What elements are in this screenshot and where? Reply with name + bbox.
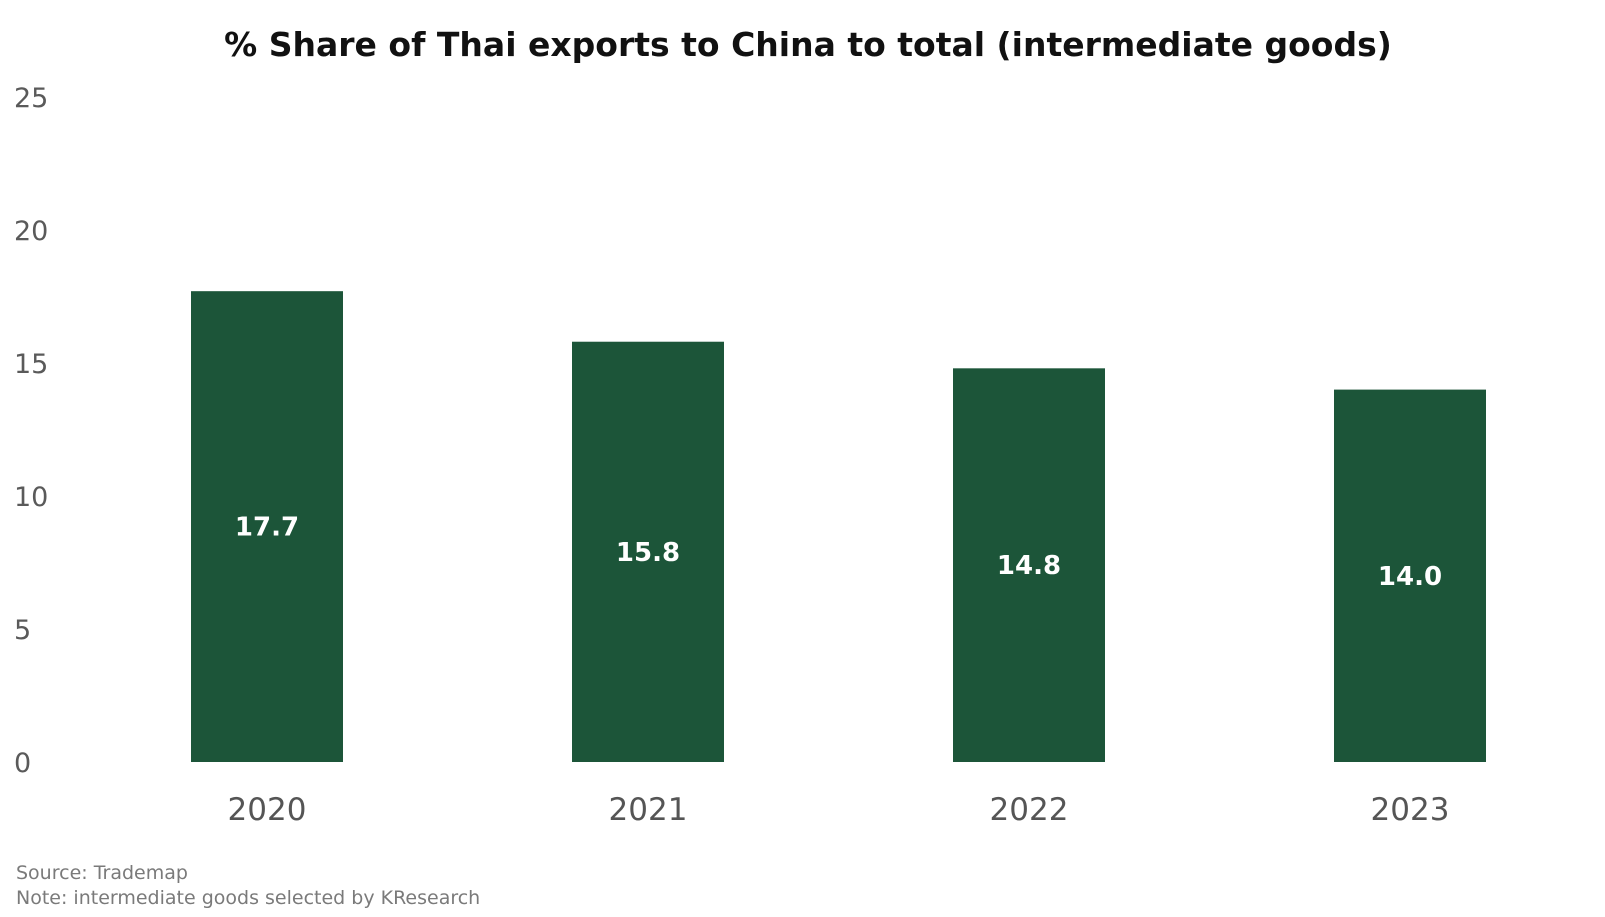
x-tick-label: 2023 bbox=[1371, 792, 1450, 828]
chart-title: % Share of Thai exports to China to tota… bbox=[224, 25, 1392, 64]
x-tick-label: 2021 bbox=[609, 792, 688, 828]
y-tick-label: 5 bbox=[14, 615, 31, 646]
chart-note: Note: intermediate goods selected by KRe… bbox=[16, 887, 481, 909]
bar-value-label: 15.8 bbox=[616, 538, 680, 568]
bar bbox=[1334, 389, 1486, 762]
y-tick-label: 15 bbox=[14, 349, 48, 380]
y-tick-label: 25 bbox=[14, 83, 48, 114]
y-axis: 0 5 10 15 20 25 bbox=[14, 83, 48, 779]
source-note: Source: Trademap bbox=[16, 862, 188, 884]
x-tick-label: 2020 bbox=[228, 792, 307, 828]
y-tick-label: 10 bbox=[14, 482, 48, 513]
y-tick-label: 0 bbox=[14, 748, 31, 779]
bar-value-label: 14.8 bbox=[997, 551, 1061, 581]
bars-group: 17.7 15.8 14.8 14.0 bbox=[191, 291, 1486, 762]
bar bbox=[572, 341, 724, 762]
bar bbox=[953, 368, 1105, 762]
x-axis: 2020 2021 2022 2023 bbox=[228, 792, 1450, 828]
bar-value-label: 14.0 bbox=[1378, 562, 1442, 592]
y-tick-label: 20 bbox=[14, 216, 48, 247]
bar-value-label: 17.7 bbox=[235, 513, 299, 543]
x-tick-label: 2022 bbox=[990, 792, 1069, 828]
bar bbox=[191, 291, 343, 762]
